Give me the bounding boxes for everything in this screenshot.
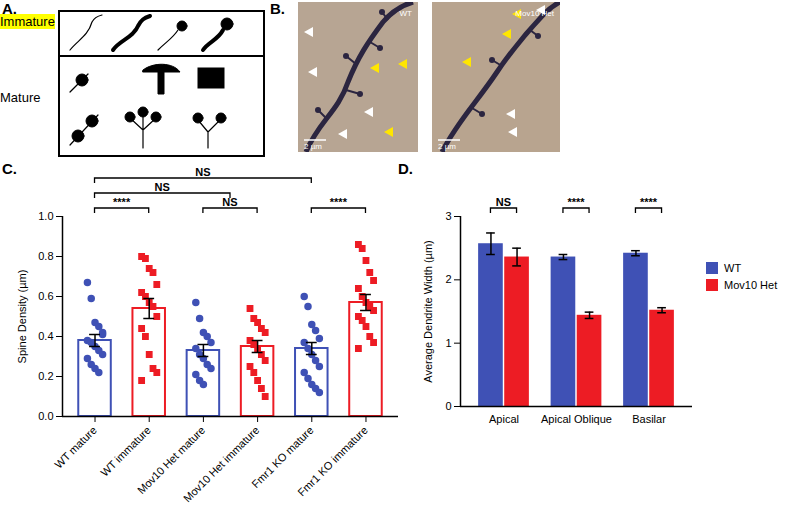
- svg-text:****: ****: [567, 196, 585, 208]
- svg-text:1: 1: [445, 337, 451, 349]
- svg-text:2 µm: 2 µm: [304, 142, 322, 151]
- svg-text:NS: NS: [222, 196, 238, 208]
- svg-text:WT immature: WT immature: [98, 424, 153, 479]
- svg-text:****: ****: [330, 196, 348, 208]
- html-text:C.: C.: [2, 160, 17, 177]
- svg-text:3: 3: [445, 210, 451, 222]
- svg-text:NS: NS: [496, 196, 511, 208]
- svg-text:****: ****: [113, 196, 131, 208]
- svg-text:0.0: 0.0: [38, 410, 53, 422]
- svg-text:Basilar: Basilar: [632, 413, 666, 425]
- svg-text:Mov10 Het mature: Mov10 Het mature: [134, 423, 208, 497]
- svg-text:0.2: 0.2: [38, 370, 53, 382]
- svg-text:2 µm: 2 µm: [438, 142, 456, 151]
- svg-text:NS: NS: [195, 166, 210, 178]
- svg-text:WT mature: WT mature: [52, 424, 99, 471]
- html-text:A.: A.: [2, 0, 17, 17]
- svg-text:Fmr1 KO immature: Fmr1 KO immature: [295, 424, 370, 499]
- svg-text:Spine Density (µm): Spine Density (µm): [16, 270, 28, 364]
- html-text:WT: WT: [724, 262, 742, 274]
- svg-text:0.4: 0.4: [38, 330, 53, 342]
- svg-text:Fmr1 KO mature: Fmr1 KO mature: [249, 423, 316, 491]
- html-text:D.: D.: [398, 160, 413, 177]
- html-text:Immature: Immature: [0, 14, 55, 29]
- svg-text:Apical Oblique: Apical Oblique: [541, 413, 612, 425]
- svg-text:2: 2: [445, 273, 451, 285]
- svg-text:****: ****: [640, 196, 658, 208]
- html-text:Mature: Mature: [0, 90, 41, 105]
- svg-text:0: 0: [445, 400, 451, 412]
- svg-text:Average Dendrite Width (µm): Average Dendrite Width (µm): [422, 240, 434, 382]
- svg-text:Mov10 Het immature: Mov10 Het immature: [181, 424, 262, 505]
- svg-text:NS: NS: [155, 181, 170, 193]
- svg-text:1.0: 1.0: [38, 210, 53, 222]
- html-text:B.: B.: [270, 0, 285, 17]
- svg-text:Apical: Apical: [489, 413, 519, 425]
- svg-text:0.8: 0.8: [38, 250, 53, 262]
- svg-text:0.6: 0.6: [38, 290, 53, 302]
- html-text:Mov10 Het: Mov10 Het: [724, 279, 778, 291]
- svg-text:Mov10 Het: Mov10 Het: [515, 9, 554, 18]
- svg-text:WT: WT: [400, 9, 413, 18]
